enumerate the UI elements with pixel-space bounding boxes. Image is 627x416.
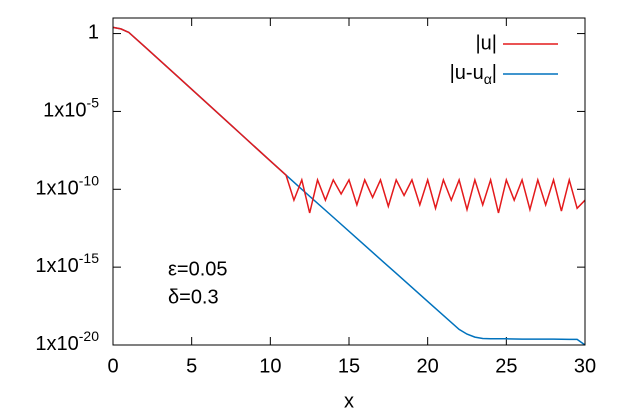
x-axis-label: x — [344, 390, 354, 412]
y-tick-label-base: 1 — [88, 22, 99, 44]
y-tick-label-power: -20 — [79, 328, 99, 344]
y-tick-label-base: 1x10 — [35, 333, 78, 355]
y-tick-label-power: -15 — [79, 250, 99, 266]
y-tick-label-base: 1x10 — [35, 178, 78, 200]
x-tick-label: 0 — [107, 355, 118, 377]
y-tick-label-power: -5 — [87, 94, 100, 110]
legend-label-part: |u-u — [450, 62, 484, 84]
y-tick-label: 1x10-20 — [35, 328, 99, 356]
series-line — [112, 26, 586, 214]
y-tick-label-base: 1x10 — [35, 255, 78, 277]
legend-label-sub: α — [484, 71, 492, 87]
y-tick-label: 1 — [88, 22, 99, 44]
x-tick-label: 10 — [259, 355, 281, 377]
legend-label: |u-uα| — [450, 62, 497, 86]
x-tick-label: 5 — [186, 355, 197, 377]
y-tick-label: 1x10-10 — [35, 172, 99, 200]
y-tick-label-power: -10 — [79, 172, 99, 188]
x-tick-label: 25 — [495, 355, 517, 377]
annotation: δ=0.3 — [168, 286, 219, 308]
x-tick-label: 30 — [574, 355, 596, 377]
x-tick-label: 20 — [417, 355, 439, 377]
y-tick-label: 1x10-5 — [43, 94, 99, 122]
legend-label: |u| — [475, 32, 497, 54]
y-tick-label-base: 1x10 — [43, 100, 86, 122]
annotation: ε=0.05 — [168, 258, 228, 280]
x-tick-label: 15 — [338, 355, 360, 377]
y-tick-label: 1x10-15 — [35, 250, 99, 278]
plot-frame — [112, 17, 586, 346]
legend-label-part: | — [492, 62, 497, 84]
